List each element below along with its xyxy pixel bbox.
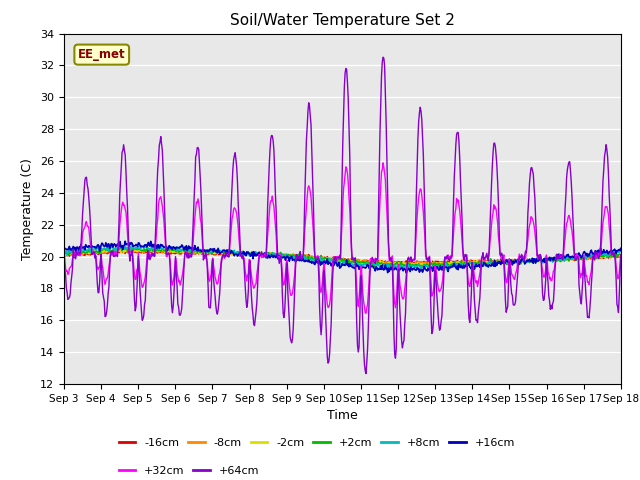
+32cm bbox=[617, 252, 625, 258]
+32cm bbox=[214, 281, 221, 287]
-16cm bbox=[127, 249, 135, 254]
-16cm bbox=[617, 252, 625, 258]
+32cm bbox=[412, 241, 419, 247]
+16cm bbox=[185, 243, 193, 249]
+8cm bbox=[127, 246, 135, 252]
+2cm bbox=[185, 246, 193, 252]
-2cm bbox=[127, 246, 135, 252]
+2cm bbox=[456, 264, 463, 270]
Line: +32cm: +32cm bbox=[64, 163, 621, 313]
-16cm bbox=[70, 252, 78, 258]
-2cm bbox=[185, 248, 193, 254]
+8cm bbox=[214, 250, 222, 255]
-8cm bbox=[70, 252, 78, 257]
-16cm bbox=[411, 260, 419, 265]
Line: +16cm: +16cm bbox=[64, 241, 621, 273]
+2cm bbox=[428, 260, 435, 266]
+32cm bbox=[428, 293, 436, 299]
-8cm bbox=[617, 253, 625, 259]
+2cm bbox=[214, 249, 222, 254]
+8cm bbox=[70, 247, 78, 252]
-2cm bbox=[617, 253, 625, 259]
X-axis label: Time: Time bbox=[327, 409, 358, 422]
+8cm bbox=[411, 264, 419, 270]
Line: -8cm: -8cm bbox=[64, 250, 621, 265]
-8cm bbox=[60, 253, 68, 259]
+2cm bbox=[154, 244, 161, 250]
+2cm bbox=[127, 246, 135, 252]
+16cm bbox=[617, 245, 625, 251]
-8cm bbox=[157, 247, 165, 253]
Line: +2cm: +2cm bbox=[64, 247, 621, 267]
+32cm bbox=[127, 252, 135, 258]
+32cm bbox=[380, 160, 387, 166]
-2cm bbox=[428, 259, 435, 264]
Line: +64cm: +64cm bbox=[64, 57, 621, 373]
-2cm bbox=[411, 262, 419, 267]
+16cm bbox=[122, 239, 129, 244]
-8cm bbox=[127, 249, 135, 255]
+64cm bbox=[60, 255, 68, 261]
-8cm bbox=[185, 249, 193, 254]
-8cm bbox=[428, 260, 436, 266]
Line: -2cm: -2cm bbox=[64, 248, 621, 266]
-16cm bbox=[134, 248, 142, 253]
-2cm bbox=[214, 248, 222, 254]
-16cm bbox=[214, 251, 222, 256]
Text: EE_met: EE_met bbox=[78, 48, 125, 61]
-16cm bbox=[428, 259, 436, 264]
+32cm bbox=[70, 252, 78, 258]
-2cm bbox=[433, 264, 441, 269]
+2cm bbox=[617, 252, 625, 258]
+16cm bbox=[60, 245, 68, 251]
Line: -16cm: -16cm bbox=[64, 251, 621, 264]
-2cm bbox=[60, 254, 68, 260]
+64cm bbox=[617, 252, 625, 258]
Legend: +32cm, +64cm: +32cm, +64cm bbox=[114, 461, 264, 480]
+16cm bbox=[70, 246, 78, 252]
+64cm bbox=[362, 371, 370, 376]
-16cm bbox=[414, 261, 422, 267]
+64cm bbox=[380, 54, 387, 60]
+64cm bbox=[70, 254, 78, 260]
+64cm bbox=[214, 311, 221, 317]
+64cm bbox=[412, 228, 419, 234]
+32cm bbox=[60, 252, 68, 257]
+16cm bbox=[403, 270, 410, 276]
+8cm bbox=[428, 264, 436, 270]
-2cm bbox=[70, 251, 78, 257]
+64cm bbox=[428, 331, 436, 336]
+32cm bbox=[184, 251, 192, 257]
+2cm bbox=[60, 250, 68, 255]
-8cm bbox=[412, 260, 419, 265]
-8cm bbox=[410, 263, 417, 268]
Title: Soil/Water Temperature Set 2: Soil/Water Temperature Set 2 bbox=[230, 13, 455, 28]
Line: +8cm: +8cm bbox=[64, 245, 621, 271]
-2cm bbox=[172, 245, 179, 251]
+2cm bbox=[411, 262, 419, 268]
+8cm bbox=[417, 268, 425, 274]
+32cm bbox=[362, 311, 370, 316]
+8cm bbox=[60, 246, 68, 252]
Y-axis label: Temperature (C): Temperature (C) bbox=[22, 158, 35, 260]
+64cm bbox=[184, 251, 192, 256]
+8cm bbox=[617, 249, 625, 254]
+8cm bbox=[129, 242, 137, 248]
-8cm bbox=[214, 251, 222, 256]
+64cm bbox=[127, 252, 135, 258]
-16cm bbox=[185, 250, 193, 256]
-16cm bbox=[60, 252, 68, 257]
+2cm bbox=[70, 252, 78, 258]
+16cm bbox=[214, 245, 222, 251]
+16cm bbox=[428, 265, 436, 271]
+16cm bbox=[412, 267, 419, 273]
+16cm bbox=[128, 240, 136, 246]
+8cm bbox=[185, 245, 193, 251]
